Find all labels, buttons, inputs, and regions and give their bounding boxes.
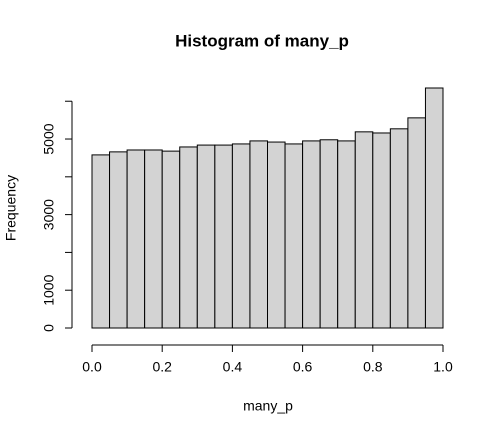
bar: [337, 140, 356, 329]
y-tick-label: 5000: [41, 123, 57, 154]
bar: [196, 144, 216, 329]
bar: [424, 87, 444, 329]
bar: [372, 132, 391, 329]
bar: [267, 141, 286, 329]
x-tick-label: 0.8: [363, 359, 383, 375]
bar: [161, 150, 181, 329]
bar: [214, 144, 233, 329]
x-tick-label: 0.2: [152, 359, 172, 375]
bar: [144, 149, 163, 329]
y-tick-label: 0: [41, 324, 57, 332]
bar: [179, 146, 198, 329]
bar: [284, 143, 304, 329]
bar: [389, 128, 409, 329]
y-tick-label: 3000: [41, 199, 57, 230]
bar: [354, 131, 374, 329]
x-tick-label: 0.0: [82, 359, 102, 375]
bar: [319, 139, 339, 329]
bar: [109, 151, 128, 329]
bar: [126, 149, 146, 329]
y-tick-label: 1000: [41, 274, 57, 305]
bar: [231, 143, 251, 329]
bar: [302, 140, 321, 329]
x-tick-label: 0.4: [223, 359, 243, 375]
x-tick-label: 1.0: [433, 359, 453, 375]
chart-title: Histogram of many_p: [175, 31, 349, 50]
y-axis-label: Frequency: [3, 175, 19, 241]
bar: [249, 140, 268, 329]
x-axis-label: many_p: [243, 398, 293, 414]
bar: [91, 154, 111, 329]
x-tick-label: 0.6: [293, 359, 313, 375]
bar: [407, 117, 426, 329]
